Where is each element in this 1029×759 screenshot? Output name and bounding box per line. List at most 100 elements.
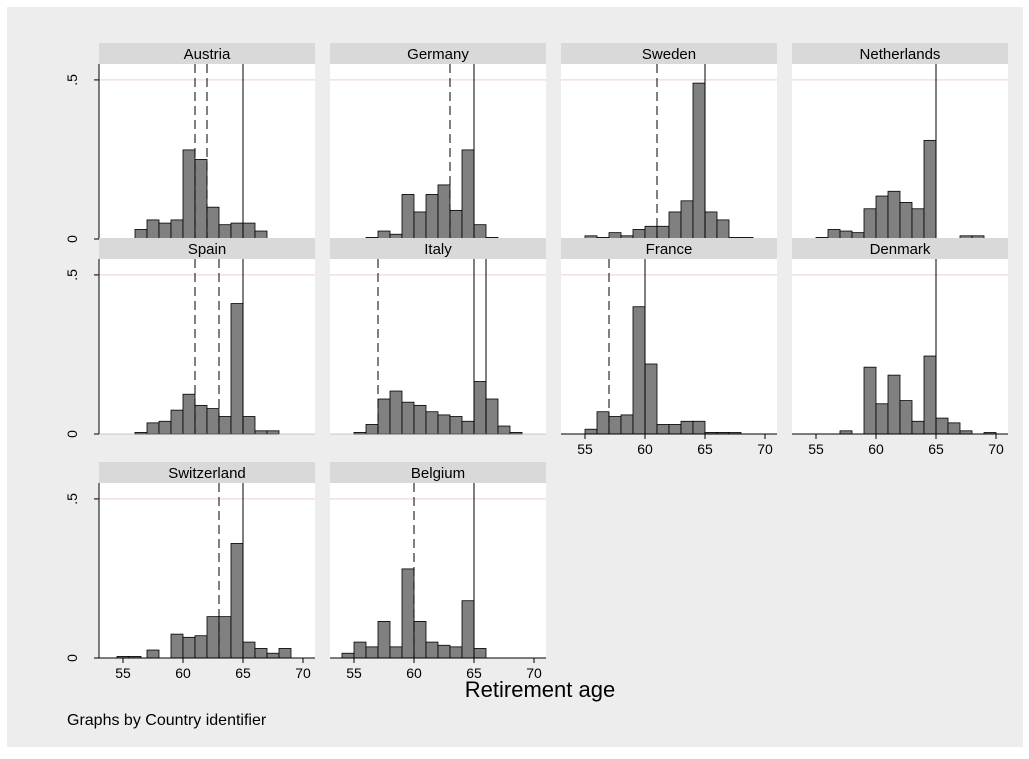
bar: [911, 420, 925, 435]
x-tick-label: 55: [808, 441, 824, 457]
panel-title: Spain: [188, 241, 226, 258]
bar: [254, 430, 268, 435]
panel-title: Italy: [424, 241, 452, 258]
panel-strip: [330, 43, 546, 64]
plot-area: [330, 483, 546, 658]
bar: [899, 400, 913, 435]
x-tick-label: 70: [988, 441, 1004, 457]
plot-area: [99, 259, 315, 434]
x-tick-label: 70: [526, 665, 542, 681]
bar: [632, 229, 646, 240]
bar: [425, 194, 439, 240]
bar: [449, 646, 463, 659]
x-tick-label: 65: [697, 441, 713, 457]
bar: [497, 425, 511, 435]
bar: [401, 194, 415, 240]
bar: [644, 363, 658, 435]
panel-title: France: [646, 241, 693, 258]
panel-title: Belgium: [411, 465, 465, 482]
panel-belgium: Belgium 55 60 65 70: [330, 462, 546, 681]
bar: [266, 430, 280, 435]
bar: [596, 411, 610, 435]
panel-denmark: Denmark 55 60 65 70: [792, 238, 1008, 457]
bar: [365, 646, 379, 659]
bar: [413, 404, 427, 435]
bar: [206, 616, 220, 659]
panel-switzerland: Switzerland 0 .5 55 60 65 70: [64, 462, 315, 681]
bar: [839, 230, 853, 240]
bar: [254, 230, 268, 240]
bar: [377, 621, 391, 659]
bar: [425, 411, 439, 435]
x-tick-label: 60: [175, 665, 191, 681]
bar: [461, 600, 475, 659]
bar: [923, 355, 937, 435]
bar: [584, 428, 598, 435]
bar: [413, 211, 427, 240]
bar: [425, 641, 439, 659]
bar: [437, 184, 451, 240]
bar: [170, 633, 184, 659]
panel-title: Germany: [407, 46, 469, 63]
bar: [923, 139, 937, 240]
bar: [182, 149, 196, 240]
bar: [194, 635, 208, 659]
bar: [473, 381, 487, 435]
x-tick-label: 65: [466, 665, 482, 681]
panel-strip: [99, 462, 315, 483]
panel-title: Austria: [184, 46, 231, 63]
bar: [158, 222, 172, 240]
bar: [158, 420, 172, 435]
bar: [827, 229, 841, 240]
panel-title: Switzerland: [168, 465, 246, 482]
panel-strip: [99, 43, 315, 64]
bar: [947, 422, 961, 435]
panel-italy: Italy: [330, 238, 546, 435]
plot-area: [330, 259, 546, 434]
bar: [875, 403, 889, 435]
bar: [242, 222, 256, 240]
bar: [146, 422, 160, 435]
bar: [680, 200, 694, 240]
bar: [206, 206, 220, 240]
bar: [911, 208, 925, 240]
bar: [887, 190, 901, 240]
y-tick-label: .5: [64, 493, 80, 505]
bar: [341, 652, 355, 659]
bar: [230, 543, 244, 659]
plot-area: [561, 64, 777, 239]
bar: [692, 82, 706, 240]
bar: [449, 209, 463, 240]
x-tick-label: 70: [757, 441, 773, 457]
x-tick-label: 55: [577, 441, 593, 457]
bar: [389, 646, 403, 659]
panel-strip: [330, 462, 546, 483]
bar: [146, 649, 160, 659]
x-tick-label: 60: [868, 441, 884, 457]
panel-spain: Spain 0 .5: [64, 238, 315, 438]
bar: [377, 398, 391, 435]
bar: [230, 303, 244, 435]
bar: [875, 195, 889, 240]
panel-france: France 55 60 65 70: [561, 238, 777, 457]
bar: [863, 208, 877, 240]
bar: [254, 648, 268, 659]
bar: [230, 222, 244, 240]
bar: [365, 424, 379, 435]
bar: [182, 636, 196, 659]
panel-title: Netherlands: [860, 46, 941, 63]
by-note: Graphs by Country identifier: [67, 712, 267, 729]
bar: [620, 414, 634, 435]
bar: [608, 416, 622, 435]
bar: [449, 416, 463, 435]
bar: [170, 219, 184, 240]
panel-strip: [99, 238, 315, 259]
bar: [218, 224, 232, 240]
bar: [668, 424, 682, 435]
plot-area: [561, 259, 777, 434]
panel-strip: [792, 238, 1008, 259]
bar: [182, 393, 196, 435]
x-tick-label: 60: [637, 441, 653, 457]
bar: [242, 641, 256, 659]
